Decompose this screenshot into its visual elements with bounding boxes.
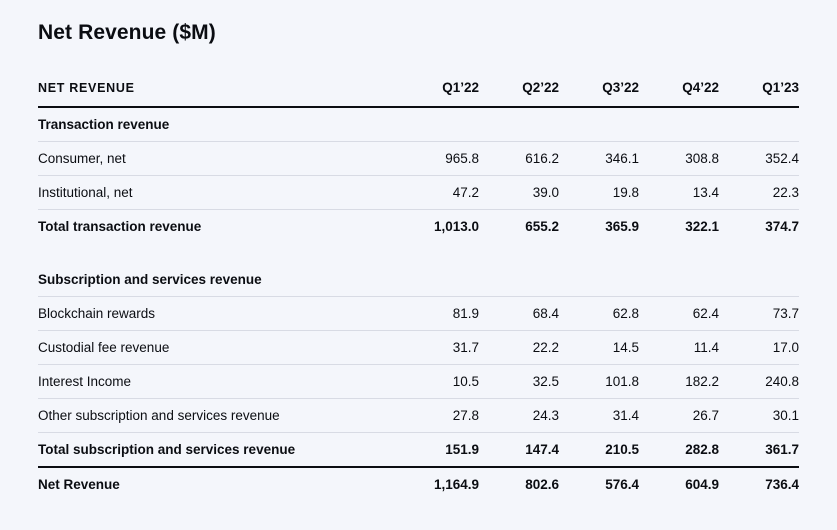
cell-value bbox=[479, 107, 559, 142]
cell-value: 39.0 bbox=[479, 175, 559, 210]
cell-value: 32.5 bbox=[479, 364, 559, 399]
cell-value: 19.8 bbox=[559, 175, 639, 210]
net-revenue-table: NET REVENUE Q1’22 Q2’22 Q3’22 Q4’22 Q1’2… bbox=[38, 80, 799, 501]
cell-value: 14.5 bbox=[559, 330, 639, 365]
cell-value: 31.7 bbox=[399, 330, 479, 365]
section-row-subscription-services: Subscription and services revenue bbox=[38, 263, 799, 297]
table-row-consumer-net: Consumer, net 965.8 616.2 346.1 308.8 35… bbox=[38, 141, 799, 176]
cell-value: 11.4 bbox=[639, 330, 719, 365]
table-header-label: NET REVENUE bbox=[38, 80, 399, 108]
cell-value: 604.9 bbox=[685, 477, 719, 492]
cell-value: 17.0 bbox=[719, 330, 799, 365]
cell-value: 182.2 bbox=[639, 364, 719, 399]
table-row-institutional-net: Institutional, net 47.2 39.0 19.8 13.4 2… bbox=[38, 175, 799, 210]
cell-value: 210.5 bbox=[559, 432, 639, 468]
cell-value: 24.3 bbox=[479, 398, 559, 433]
column-header-q4-22: Q4’22 bbox=[639, 80, 719, 108]
cell-value: 576.4 bbox=[605, 477, 639, 492]
cell-value: 81.9 bbox=[399, 296, 479, 331]
row-label: Custodial fee revenue bbox=[38, 330, 399, 365]
cell-value bbox=[399, 107, 479, 142]
total-row-transaction-revenue: Total transaction revenue 1,013.0 655.2 … bbox=[38, 210, 799, 244]
cell-value: 282.8 bbox=[639, 432, 719, 468]
column-header-q1-23: Q1’23 bbox=[719, 80, 799, 108]
total-row-subscription-services: Total subscription and services revenue … bbox=[38, 432, 799, 468]
row-label: Transaction revenue bbox=[38, 107, 399, 142]
cell-value: 374.7 bbox=[765, 219, 799, 234]
cell-value: 616.2 bbox=[479, 141, 559, 176]
cell-value: 62.8 bbox=[559, 296, 639, 331]
cell-value bbox=[719, 107, 799, 142]
cell-value: 240.8 bbox=[719, 364, 799, 399]
row-label: Total subscription and services revenue bbox=[38, 432, 399, 468]
row-label: Total transaction revenue bbox=[38, 219, 202, 234]
cell-value: 30.1 bbox=[719, 398, 799, 433]
cell-value: 26.7 bbox=[639, 398, 719, 433]
cell-value: 101.8 bbox=[559, 364, 639, 399]
page-title: Net Revenue ($M) bbox=[38, 21, 216, 44]
table-row-custodial-fee-revenue: Custodial fee revenue 31.7 22.2 14.5 11.… bbox=[38, 330, 799, 365]
row-label: Consumer, net bbox=[38, 141, 399, 176]
cell-value bbox=[559, 107, 639, 142]
table-row-blockchain-rewards: Blockchain rewards 81.9 68.4 62.8 62.4 7… bbox=[38, 296, 799, 331]
cell-value: 322.1 bbox=[685, 219, 719, 234]
cell-value bbox=[639, 107, 719, 142]
cell-value: 1,164.9 bbox=[433, 477, 479, 492]
cell-value: 308.8 bbox=[639, 141, 719, 176]
cell-value: 31.4 bbox=[559, 398, 639, 433]
cell-value: 346.1 bbox=[559, 141, 639, 176]
cell-value: 352.4 bbox=[719, 141, 799, 176]
cell-value: 736.4 bbox=[765, 477, 799, 492]
table-row-other-subscription-services: Other subscription and services revenue … bbox=[38, 398, 799, 433]
table-header-row: NET REVENUE Q1’22 Q2’22 Q3’22 Q4’22 Q1’2… bbox=[38, 80, 799, 108]
cell-value: 68.4 bbox=[479, 296, 559, 331]
cell-value: 73.7 bbox=[719, 296, 799, 331]
cell-value: 365.9 bbox=[605, 219, 639, 234]
section-row-transaction-revenue: Transaction revenue bbox=[38, 107, 799, 142]
cell-value: 27.8 bbox=[399, 398, 479, 433]
row-label: Interest Income bbox=[38, 364, 399, 399]
column-header-q2-22: Q2’22 bbox=[479, 80, 559, 108]
cell-value bbox=[559, 263, 639, 297]
revenue-table-panel: Net Revenue ($M) NET REVENUE Q1’22 Q2’22… bbox=[38, 21, 799, 501]
row-label: Other subscription and services revenue bbox=[38, 398, 399, 433]
row-label: Institutional, net bbox=[38, 175, 399, 210]
cell-value: 655.2 bbox=[525, 219, 559, 234]
grand-total-row-net-revenue: Net Revenue 1,164.9 802.6 576.4 604.9 73… bbox=[38, 467, 799, 501]
cell-value: 22.2 bbox=[479, 330, 559, 365]
cell-value bbox=[479, 263, 559, 297]
row-label: Net Revenue bbox=[38, 477, 120, 492]
cell-value: 62.4 bbox=[639, 296, 719, 331]
cell-value: 802.6 bbox=[525, 477, 559, 492]
cell-value: 13.4 bbox=[639, 175, 719, 210]
cell-value: 10.5 bbox=[399, 364, 479, 399]
cell-value: 22.3 bbox=[719, 175, 799, 210]
cell-value bbox=[399, 263, 479, 297]
cell-value: 147.4 bbox=[479, 432, 559, 468]
column-header-q1-22: Q1’22 bbox=[399, 80, 479, 108]
table-row-interest-income: Interest Income 10.5 32.5 101.8 182.2 24… bbox=[38, 364, 799, 399]
cell-value: 1,013.0 bbox=[433, 219, 479, 234]
cell-value: 47.2 bbox=[399, 175, 479, 210]
column-header-q3-22: Q3’22 bbox=[559, 80, 639, 108]
cell-value: 151.9 bbox=[399, 432, 479, 468]
cell-value bbox=[639, 263, 719, 297]
row-label: Blockchain rewards bbox=[38, 296, 399, 331]
row-label: Subscription and services revenue bbox=[38, 263, 399, 297]
section-spacer bbox=[38, 243, 799, 263]
cell-value: 965.8 bbox=[399, 141, 479, 176]
cell-value: 361.7 bbox=[719, 432, 799, 468]
cell-value bbox=[719, 263, 799, 297]
